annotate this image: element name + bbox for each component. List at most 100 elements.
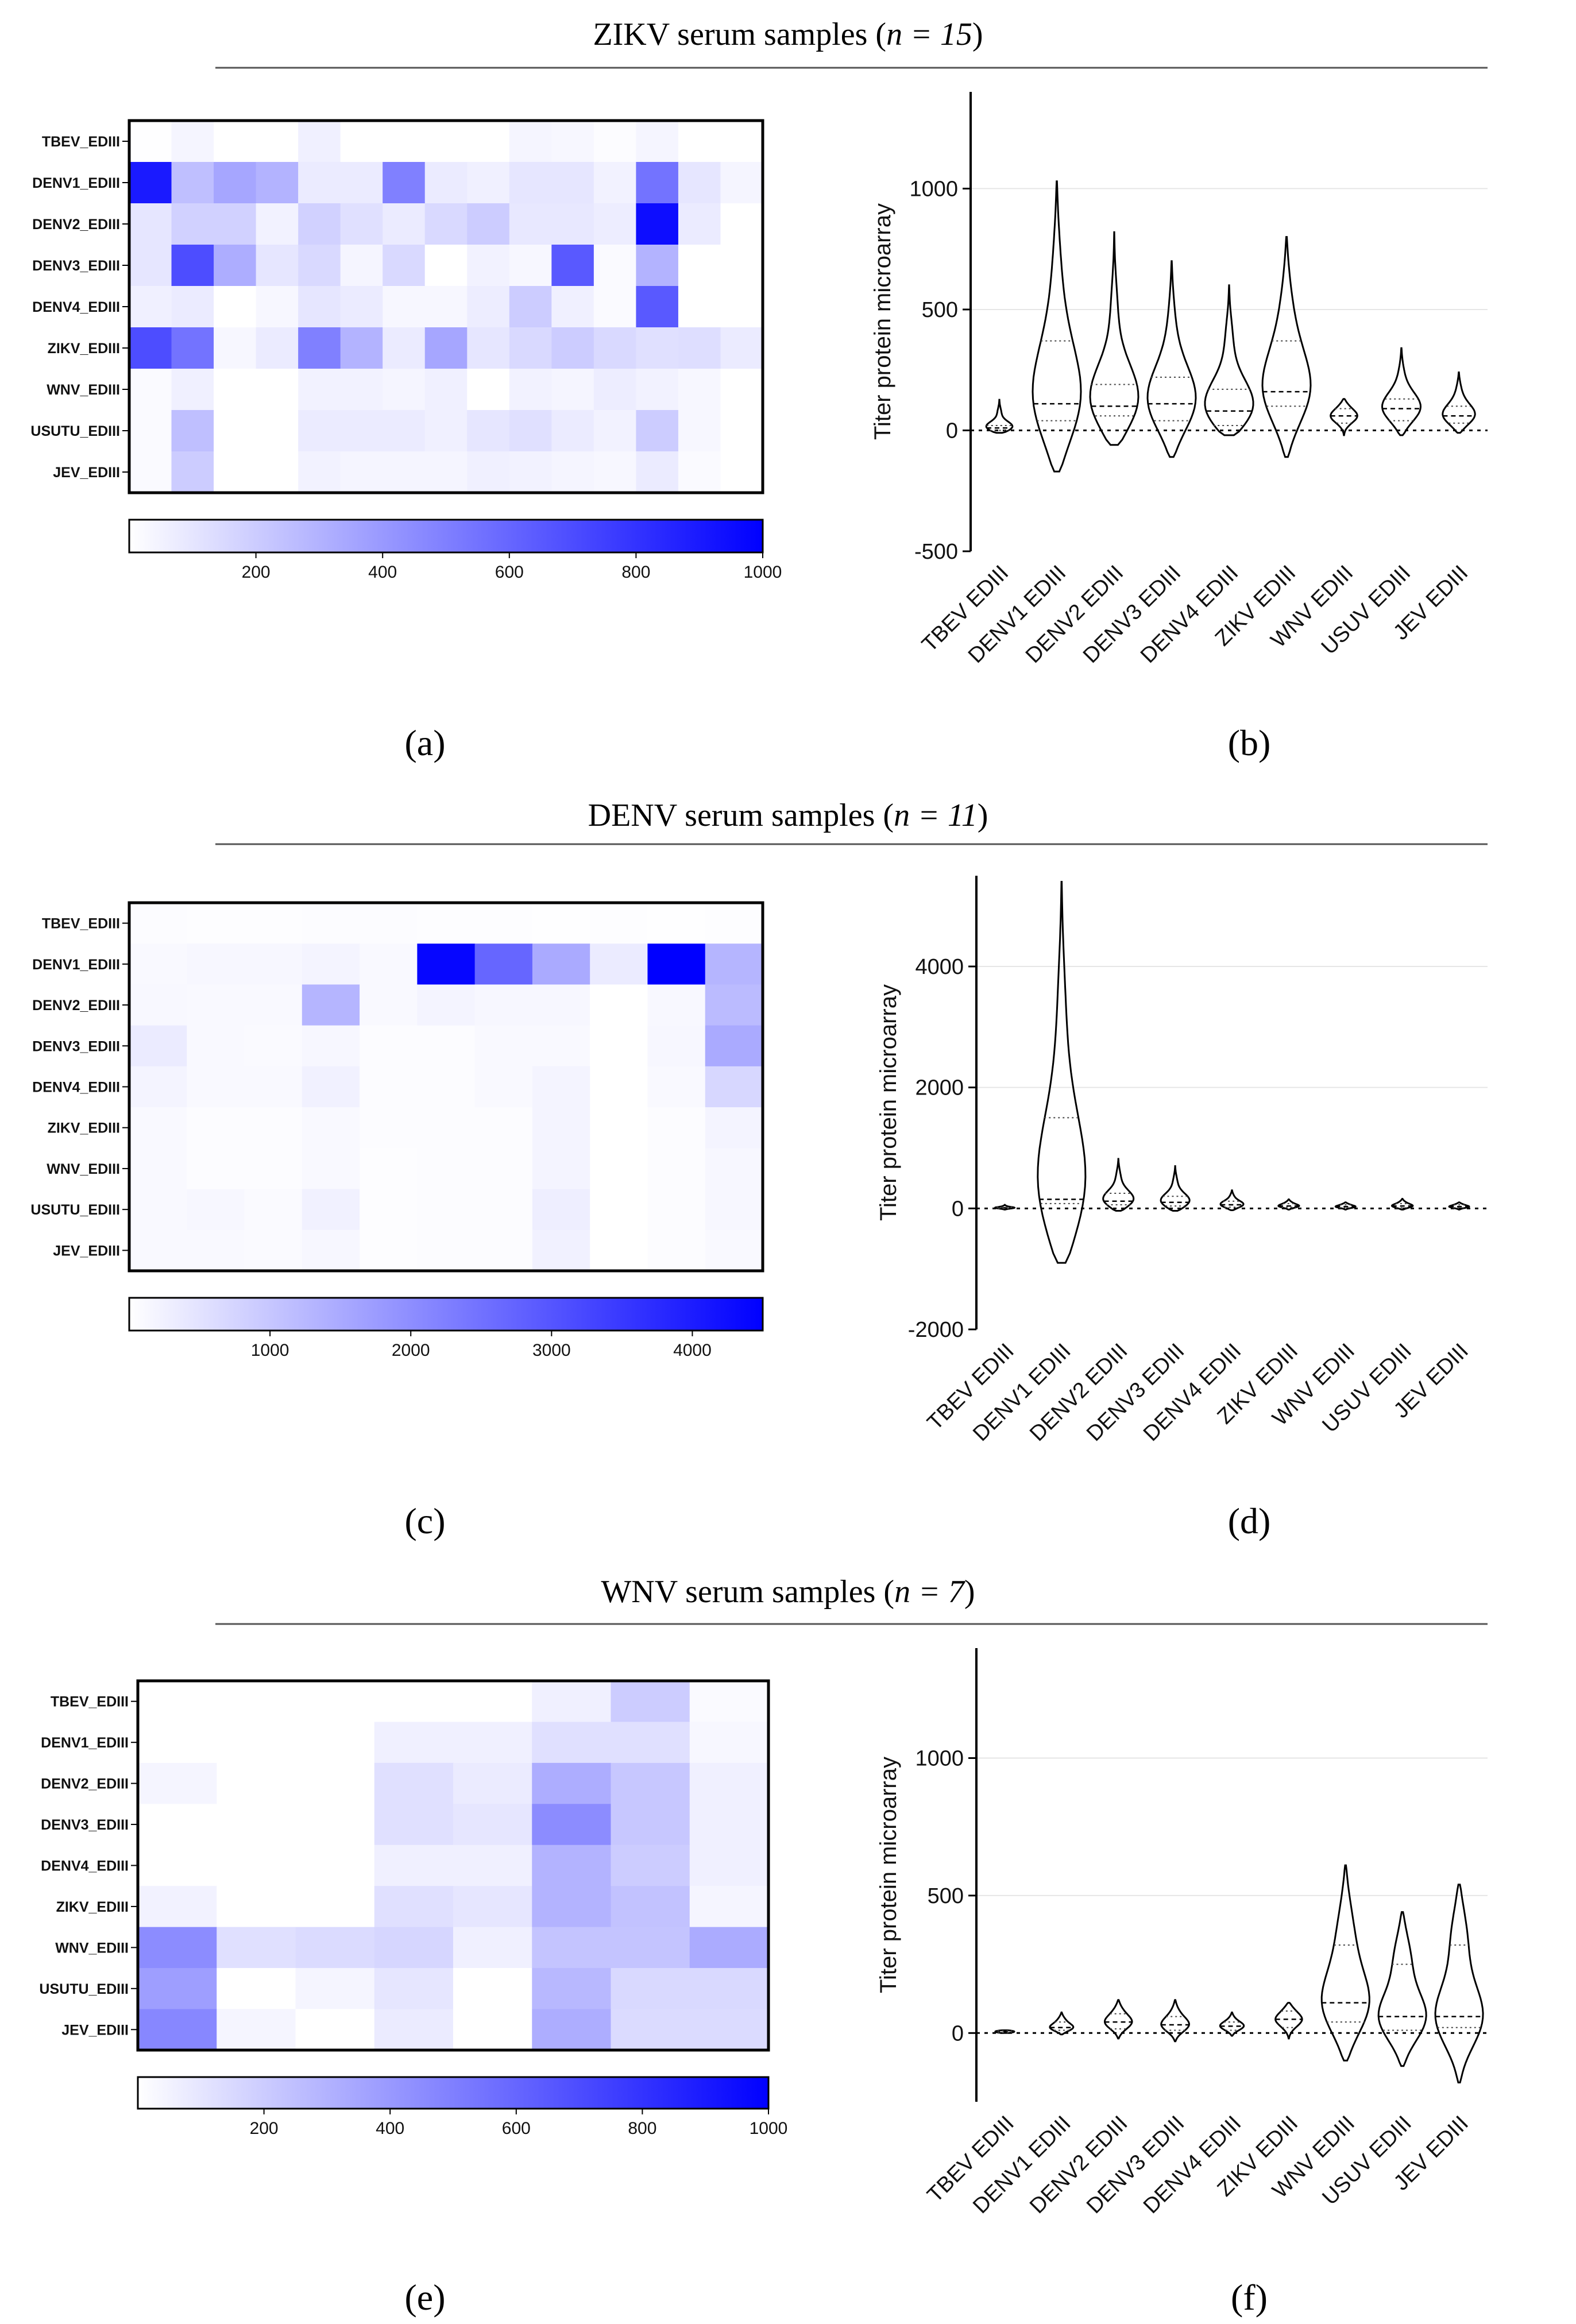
heatmap-cell: [474, 1229, 533, 1271]
row-label: DENV1_EDIII: [41, 1735, 129, 1751]
heatmap-cell: [138, 1681, 217, 1723]
heatmap-cell: [340, 369, 383, 411]
heatmap-cell: [256, 203, 299, 245]
heatmap-cell: [453, 1927, 532, 1969]
heatmap-cell: [636, 451, 679, 493]
heatmap-cell: [636, 286, 679, 328]
violin-shape: [1274, 2002, 1303, 2040]
heatmap-cell: [509, 245, 552, 287]
row-label: USUTU_EDIII: [30, 1202, 120, 1218]
x-tick-label: DENV4 EDIII: [1139, 1339, 1246, 1446]
x-tick-label: DENV3 EDIII: [1082, 2112, 1189, 2218]
heatmap-cell: [217, 1722, 296, 1764]
row-label: ZIKV_EDIII: [48, 1120, 120, 1136]
heatmap-cell: [593, 162, 636, 204]
heatmap-cell: [256, 451, 299, 493]
heatmap-cell: [187, 903, 245, 944]
colorbar-tick-label: 200: [242, 563, 271, 582]
heatmap-cell: [636, 121, 679, 163]
heatmap-cell: [647, 1229, 706, 1271]
heatmap-cell: [593, 245, 636, 287]
heatmap-cell: [678, 451, 721, 493]
heatmap-cell: [360, 903, 418, 944]
section-title-wnv: WNV serum samples (n = 7): [601, 1574, 975, 1610]
heatmap-cell: [374, 1968, 454, 2010]
violin-shape: [1037, 881, 1087, 1264]
heatmap-cell: [298, 410, 341, 452]
heatmap-cell: [590, 1229, 648, 1271]
heatmap-cell: [532, 903, 590, 944]
heatmap-cell: [171, 286, 214, 328]
heatmap-cell: [611, 1804, 690, 1846]
heatmap-cell: [187, 1107, 245, 1149]
heatmap-cell: [532, 1681, 612, 1723]
heatmap-cell: [374, 1804, 454, 1846]
heatmap-cell: [720, 121, 763, 163]
heatmap-cell: [244, 1066, 303, 1108]
violin-shape: [1277, 1198, 1300, 1211]
heatmap-cell: [298, 369, 341, 411]
heatmap-cell: [217, 1804, 296, 1846]
heatmap-cell: [636, 369, 679, 411]
heatmap-cell: [244, 1229, 303, 1271]
colorbar-tick-label: 800: [628, 2119, 656, 2138]
violin-shape: [1219, 1189, 1245, 1211]
violin-shape: [1032, 180, 1082, 473]
heatmap-cell: [129, 984, 187, 1026]
heatmap-cell: [474, 1025, 533, 1067]
heatmap-cell: [302, 943, 360, 985]
heatmap-cell: [467, 451, 510, 493]
row-label: JEV_EDIII: [53, 465, 120, 481]
violin-shape: [985, 399, 1014, 434]
heatmap-cell: [593, 286, 636, 328]
violin-shape: [1330, 398, 1358, 436]
row-label: DENV1_EDIII: [32, 175, 120, 191]
heatmap-cell: [340, 121, 383, 163]
heatmap-cell: [171, 410, 214, 452]
heatmap-cell: [453, 2009, 532, 2051]
heatmap-cell: [340, 245, 383, 287]
heatmap-cell: [647, 1148, 706, 1190]
row-label: DENV3_EDIII: [41, 1817, 129, 1833]
heatmap-cell: [187, 943, 245, 985]
heatmap-cell: [532, 943, 590, 985]
heatmap-cell: [383, 286, 426, 328]
heatmap-cell: [467, 245, 510, 287]
y-tick-label: 500: [928, 1884, 964, 1908]
heatmap-cell: [532, 1804, 612, 1846]
heatmap-e: TBEV_EDIII DENV1_EDIII DENV2_EDIII DENV3_ED…: [39, 1679, 788, 2138]
heatmap-cell: [593, 203, 636, 245]
heatmap-cell: [551, 327, 594, 369]
heatmap-cell: [187, 984, 245, 1026]
heatmap-cell: [256, 121, 299, 163]
colorbar: [137, 2076, 770, 2110]
heatmap-cell: [593, 410, 636, 452]
heatmap-cell: [647, 1189, 706, 1231]
heatmap-cell: [171, 369, 214, 411]
heatmap-cell: [678, 369, 721, 411]
heatmap-cell: [532, 1844, 612, 1886]
heatmap-cell: [417, 943, 476, 985]
heatmap-cell: [138, 1968, 217, 2010]
heatmap-cell: [129, 162, 172, 204]
heatmap-cell: [593, 327, 636, 369]
colorbar-tick-label: 400: [376, 2119, 404, 2138]
heatmap-cell: [171, 162, 214, 204]
heatmap-cell: [509, 162, 552, 204]
heatmap-cell: [705, 1066, 763, 1108]
heatmap-cell: [467, 162, 510, 204]
heatmap-cell: [417, 1066, 476, 1108]
heatmap-cell: [302, 1107, 360, 1149]
heatmap-cell: [467, 286, 510, 328]
heatmap-cell: [509, 410, 552, 452]
heatmap-cell: [532, 1927, 612, 1969]
heatmap-cell: [302, 1025, 360, 1067]
heatmap-cell: [532, 1025, 590, 1067]
heatmap-cell: [129, 410, 172, 452]
colorbar-tick-label: 1000: [750, 2119, 788, 2138]
heatmap-cell: [374, 1722, 454, 1764]
heatmap-cell: [298, 121, 341, 163]
violin-shape: [1146, 260, 1197, 458]
colorbar-tick-label: 600: [495, 563, 524, 582]
